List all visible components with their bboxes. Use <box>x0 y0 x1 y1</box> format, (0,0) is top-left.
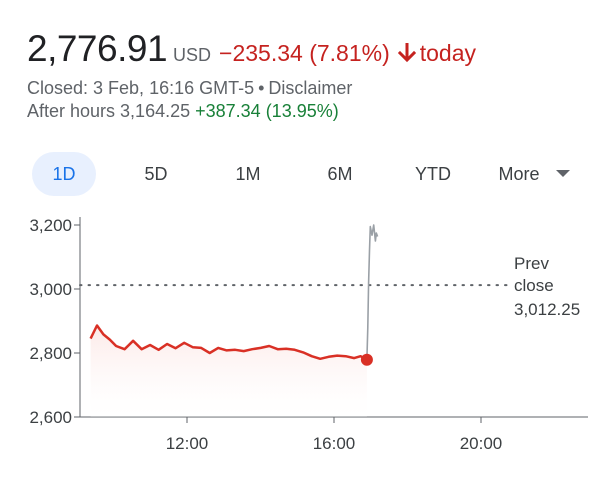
caret-down-icon <box>555 169 570 177</box>
prev-close-label: close <box>514 276 554 295</box>
y-tick-label: 3,200 <box>29 216 72 235</box>
x-tick-label: 16:00 <box>313 434 356 453</box>
y-tick-label: 2,600 <box>29 408 72 427</box>
after-hours-change: +387.34 (13.95%) <box>195 101 339 121</box>
tab-label: 6M <box>327 164 353 184</box>
tab-ytd[interactable]: YTD <box>398 152 468 196</box>
tab-more[interactable]: More <box>484 152 584 196</box>
stock-price: 2,776.91 <box>27 28 168 69</box>
tab-6m[interactable]: 6M <box>308 152 372 196</box>
tab-label: 1D <box>52 164 76 184</box>
disclaimer-link[interactable]: Disclaimer <box>268 78 353 98</box>
tab-1m[interactable]: 1M <box>216 152 280 196</box>
price-change: −235.34 (7.81%) <box>219 40 390 66</box>
market-status-line: Closed: 3 Feb, 16:16 GMT-5 • Disclaimer <box>27 78 352 99</box>
prev-close-value: 3,012.25 <box>514 300 580 319</box>
after-hours-line: After hours 3,164.25 +387.34 (13.95%) <box>27 101 339 122</box>
tab-5d[interactable]: 5D <box>124 152 188 196</box>
price-area-fill <box>90 325 367 417</box>
tab-1d[interactable]: 1D <box>32 152 96 196</box>
x-tick-label: 20:00 <box>460 434 503 453</box>
separator-dot: • <box>258 78 265 98</box>
tab-label: 1M <box>235 164 261 184</box>
after-hours-label: After hours 3,164.25 <box>27 101 191 121</box>
time-range-tabs: 1D 5D 1M 6M YTD More <box>32 152 592 196</box>
y-tick-label: 3,000 <box>29 280 72 299</box>
quote-header: 2,776.91 USD −235.34 (7.81%) today <box>27 28 476 70</box>
tab-label: More <box>498 164 540 184</box>
price-line-after-hours <box>366 224 379 360</box>
y-tick-label: 2,800 <box>29 344 72 363</box>
prev-close-label: Prev <box>514 254 549 273</box>
tab-label: 5D <box>144 164 168 184</box>
currency-label: USD <box>173 45 212 65</box>
period-label: today <box>419 40 477 66</box>
arrow-down-icon <box>397 42 416 63</box>
current-price-marker <box>360 353 373 366</box>
price-line-regular <box>89 324 368 361</box>
tab-label: YTD <box>415 164 451 184</box>
intraday-price-chart[interactable]: 3,200 3,000 2,800 2,600 12:00 16:00 20:0… <box>0 205 612 475</box>
x-tick-label: 12:00 <box>166 434 209 453</box>
closed-time-label: Closed: 3 Feb, 16:16 GMT-5 <box>27 78 255 98</box>
